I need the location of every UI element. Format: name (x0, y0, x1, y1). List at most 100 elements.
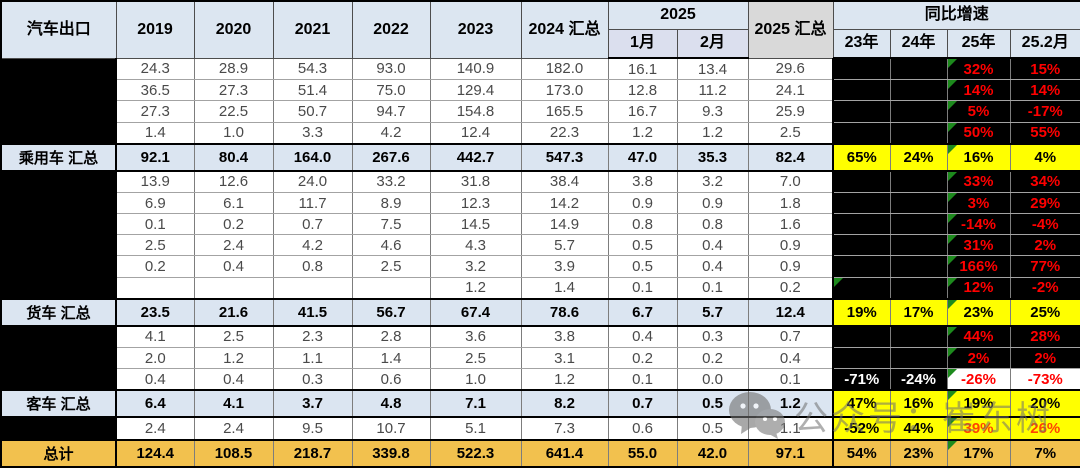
table-row: 13.9 12.6 24.0 33.2 31.8 38.4 3.8 3.2 7.0 33% 34% (1, 170, 1080, 194)
value-cell: 22.5 (194, 100, 274, 123)
value-cell: 0.4 (608, 325, 678, 349)
value-cell: 22.3 (521, 122, 609, 145)
value-cell: 0.9 (748, 255, 834, 278)
green-triangle-icon (947, 326, 957, 336)
value-cell: 12.8 (608, 79, 678, 102)
growth-cell: 26% (1010, 417, 1080, 441)
growth-cell: 166% (947, 255, 1011, 278)
value-cell: 12.6 (194, 170, 274, 194)
green-triangle-icon (947, 300, 957, 309)
value-cell: 442.7 (430, 142, 522, 172)
value-cell: 4.2 (273, 234, 353, 257)
redacted-growth-cell (832, 325, 891, 349)
table-row: 2.0 1.2 1.1 1.4 2.5 3.1 0.2 0.2 0.4 2% 2% (1, 347, 1080, 370)
green-triangle-icon (947, 171, 957, 181)
value-cell: 93.0 (352, 58, 431, 81)
value-cell: 16.7 (608, 100, 678, 123)
redacted-row-label (1, 368, 117, 391)
table-row: 24.3 28.9 54.3 93.0 140.9 182.0 16.1 13.4 29.6 32… (1, 58, 1080, 81)
redacted-growth-cell (890, 347, 948, 370)
growth-cell: 17% (947, 438, 1011, 468)
value-cell: 1.2 (521, 368, 609, 391)
header-jan: 1月 (607, 28, 678, 59)
growth-cell: 20% (1010, 389, 1080, 419)
value-cell: 54.3 (273, 58, 353, 81)
growth-cell: 16% (890, 389, 948, 419)
growth-cell: 15% (1010, 58, 1080, 81)
row-label: 总计 (1, 438, 117, 468)
value-cell (194, 277, 274, 300)
value-cell: 7.0 (748, 170, 834, 194)
value-cell: 0.8 (677, 213, 749, 236)
growth-cell: 44% (947, 325, 1011, 349)
value-cell: 35.3 (677, 142, 749, 172)
value-cell: 10.7 (352, 417, 431, 441)
value-cell: 0.6 (608, 417, 678, 441)
value-cell: 2.5 (748, 122, 834, 145)
value-cell: 4.3 (430, 234, 522, 257)
value-cell: 1.2 (430, 277, 522, 300)
value-cell: 80.4 (194, 142, 274, 172)
table-row: 0.1 0.2 0.7 7.5 14.5 14.9 0.8 0.8 1.6 -14% -4% (1, 213, 1080, 236)
value-cell: 55.0 (608, 438, 678, 468)
value-cell: 2.3 (273, 325, 353, 349)
header-2020: 2020 (193, 0, 274, 59)
value-cell: 14.2 (521, 192, 609, 215)
redacted-row-label (1, 213, 117, 236)
growth-cell: 24% (890, 142, 948, 172)
growth-cell: -4% (1010, 213, 1080, 236)
redacted-row-label (1, 325, 117, 349)
growth-cell: 19% (832, 297, 891, 327)
redacted-growth-cell (890, 255, 948, 278)
value-cell: 12.4 (748, 297, 834, 327)
redacted-row-label (1, 347, 117, 370)
value-cell: 522.3 (430, 438, 522, 468)
table-row: 乘用车 汇总 92.1 80.4 164.0 267.6 442.7 547.3 47.0 35… (1, 142, 1080, 172)
green-triangle-icon (947, 277, 957, 287)
value-cell: 24.3 (116, 58, 195, 81)
header-2024-total: 2024 汇总 (520, 0, 609, 59)
value-cell (116, 277, 195, 300)
redacted-growth-cell (890, 277, 948, 300)
growth-cell: 25% (1010, 297, 1080, 327)
value-cell: 5.1 (430, 417, 522, 441)
value-cell: 94.7 (352, 100, 431, 123)
header-growth-25: 25年 (946, 28, 1011, 59)
value-cell (352, 277, 431, 300)
value-cell: 0.0 (677, 368, 749, 391)
redacted-row-label (1, 100, 117, 123)
value-cell: 129.4 (430, 79, 522, 102)
redacted-growth-cell (832, 213, 891, 236)
value-cell: 3.3 (273, 122, 353, 145)
value-cell: 6.1 (194, 192, 274, 215)
value-cell: 339.8 (352, 438, 431, 468)
value-cell: 6.7 (608, 297, 678, 327)
value-cell: 0.8 (273, 255, 353, 278)
value-cell: 7.3 (521, 417, 609, 441)
redacted-row-label (1, 192, 117, 215)
header-2021: 2021 (272, 0, 353, 59)
redacted-growth-cell (832, 79, 891, 102)
value-cell: 0.1 (608, 368, 678, 391)
table-row: 总计 124.4 108.5 218.7 339.8 522.3 641.4 55.0 42.0… (1, 438, 1080, 468)
value-cell: 0.1 (748, 368, 834, 391)
value-cell: 3.2 (677, 170, 749, 194)
row-label: 客车 汇总 (1, 389, 117, 419)
green-triangle-icon (947, 392, 957, 401)
value-cell: 27.3 (116, 100, 195, 123)
header-growth-24: 24年 (889, 28, 948, 59)
value-cell: 5.7 (521, 234, 609, 257)
growth-cell: 31% (947, 234, 1011, 257)
redacted-growth-cell (890, 58, 948, 81)
value-cell: 1.1 (273, 347, 353, 370)
growth-cell: -2% (1010, 277, 1080, 300)
value-cell: 9.3 (677, 100, 749, 123)
redacted-growth-cell (890, 325, 948, 349)
redacted-row-label (1, 122, 117, 145)
redacted-row-label (1, 234, 117, 257)
green-triangle-icon (947, 369, 957, 379)
redacted-growth-cell (832, 122, 891, 145)
value-cell: 164.0 (273, 142, 353, 172)
